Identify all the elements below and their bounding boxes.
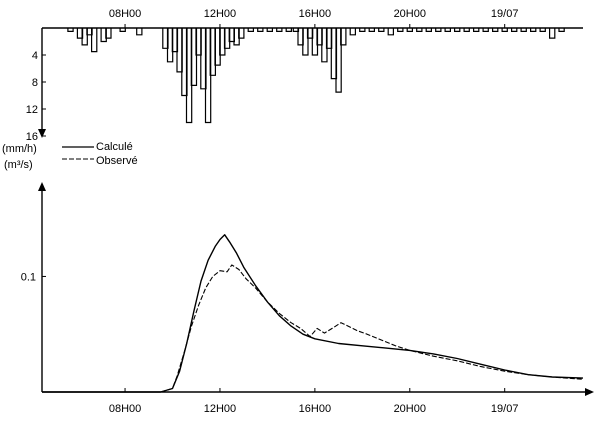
rain-bar-42 (350, 28, 355, 35)
rain-bar-63 (550, 28, 555, 38)
hydrograph-y-ticks: 0.1 (21, 271, 46, 283)
hyetograph-x-tick-label-1: 12H00 (204, 8, 236, 20)
rain-bar-8 (137, 28, 142, 35)
hyetograph-outline (67, 28, 565, 124)
rain-bar-46 (388, 28, 393, 35)
hyetograph-x-ticks: 08H00 12H00 16H00 20H00 19/07 (109, 8, 519, 28)
hyetograph-x-tick-label-2: 16H00 (299, 8, 331, 20)
hyetograph-bars (68, 28, 564, 123)
hyetograph-y-tick-label-2: 12 (26, 104, 38, 116)
hydrograph-y-tick-label-0: 0.1 (21, 271, 36, 283)
hydrograph-panel: (m³/s) 08H00 12H00 16H00 20H00 19/07 0.1 Cal… (4, 141, 594, 415)
hyetograph-y-ticks: 4 8 12 16 (26, 50, 46, 143)
hyetograph-y-axis-arrow (38, 129, 46, 138)
hydrograph-x-tick-label-1: 12H00 (204, 403, 236, 415)
hydrograph-y-axis-arrow (38, 182, 46, 191)
hyetograph-y-tick-label-3: 16 (26, 131, 38, 143)
hydrograph-x-axis-arrow (585, 388, 594, 396)
legend-label-observe: Observé (96, 155, 138, 167)
hydrograph-x-ticks: 08H00 12H00 16H00 20H00 19/07 (109, 388, 519, 415)
series-line-calcule (42, 234, 584, 393)
hydrograph-x-tick-label-3: 20H00 (394, 403, 426, 415)
hyetograph-x-tick-label-3: 20H00 (394, 8, 426, 20)
hydrograph-series (42, 234, 584, 393)
hyetograph-x-tick-label-4: 19/07 (491, 8, 519, 20)
legend-label-calcule: Calculé (96, 141, 133, 153)
series-line-observe (42, 264, 584, 393)
hydrograph-x-tick-label-4: 19/07 (491, 403, 519, 415)
hyetograph-y-tick-label-1: 8 (32, 77, 38, 89)
hydrograph-x-tick-label-2: 16H00 (299, 403, 331, 415)
hyetograph-unit-label: (mm/h) (2, 143, 37, 155)
legend: Calculé Observé (62, 141, 138, 167)
hydrograph-unit-label: (m³/s) (4, 159, 33, 171)
hyetograph-y-tick-label-0: 4 (32, 50, 38, 62)
hydrograph-x-tick-label-0: 08H00 (109, 403, 141, 415)
hyetograph-x-tick-label-0: 08H00 (109, 8, 141, 20)
hyetograph-panel: 08H00 12H00 16H00 20H00 19/07 4 8 12 16 (mm/h) (2, 8, 583, 155)
